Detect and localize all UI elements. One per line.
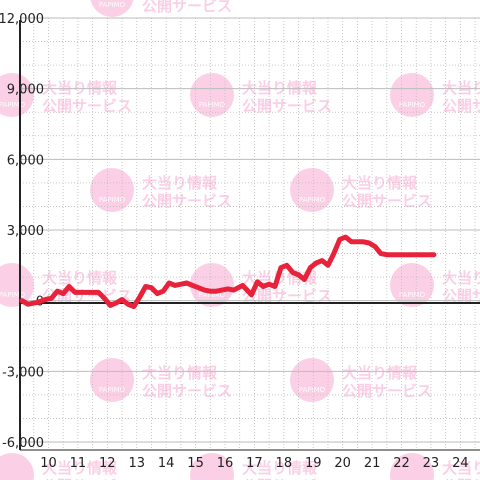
x-tick-label: 15 (187, 456, 204, 471)
watermark-line2: 公開サービス (142, 192, 232, 210)
watermark-line2: 公開サービス (142, 0, 232, 15)
x-tick-label: 14 (158, 456, 175, 471)
watermark-logo-text: PAPIMO (99, 196, 126, 204)
watermark-logo-circle (0, 73, 34, 117)
x-tick-labels: 10 11 12 13 14 15 16 17 18 19 20 21 22 23 24 (40, 456, 468, 471)
watermark-logo-circle (190, 263, 234, 307)
watermark-logo-circle (0, 263, 34, 307)
watermark-logo-text: PAPIMO (99, 386, 126, 394)
x-tick-label: 10 (40, 456, 57, 471)
x-tick-label: 11 (70, 456, 87, 471)
y-tick-label: -3,000 (2, 365, 44, 380)
watermark-line2: 公開サービス (42, 97, 132, 115)
x-tick-label: 20 (334, 456, 351, 471)
watermark-logo-text: PAPIMO (399, 101, 426, 109)
watermark-logo-circle (390, 73, 434, 117)
watermark-logo-circle (290, 168, 334, 212)
x-tick-label: 21 (364, 456, 381, 471)
watermark-line1: 大当り情報 (442, 269, 480, 287)
watermark-logo-circle (90, 0, 134, 17)
watermark-logo-text: PAPIMO (199, 101, 226, 109)
watermark-logo-text: PAPIMO (299, 386, 326, 394)
watermark-line2: 公開サービス (442, 477, 480, 480)
x-tick-label: 12 (99, 456, 116, 471)
watermark-logo-text: PAPIMO (299, 196, 326, 204)
grid-lines (20, 17, 480, 450)
x-tick-label: 17 (246, 456, 263, 471)
series-line (19, 234, 437, 310)
y-tick-label: 9,000 (7, 83, 44, 98)
y-tick-label: 12,000 (0, 12, 44, 27)
watermark-logo-circle (390, 453, 434, 480)
x-tick-label: 13 (128, 456, 145, 471)
watermark-line1: 大当り情報 (342, 364, 418, 382)
watermark-logo-circle (90, 168, 134, 212)
watermark-line1: 大当り情報 (442, 79, 480, 97)
watermark-logo-circle (390, 263, 434, 307)
watermark-line1: 大当り情報 (442, 459, 480, 477)
watermark-logo-text: PAPIMO (0, 101, 26, 109)
watermark-logo-text: PAPIMO (399, 291, 426, 299)
series-layer (19, 234, 437, 310)
x-tick-label: 23 (423, 456, 440, 471)
y-tick-label: 3,000 (7, 224, 44, 239)
x-tick-label: 22 (393, 456, 410, 471)
watermark-logo-circle (190, 453, 234, 480)
axes (19, 20, 480, 451)
watermark-line2: 公開サービス (142, 382, 232, 400)
watermark-line2: 公開サービス (242, 477, 332, 480)
x-tick-label: 18 (276, 456, 293, 471)
watermark-line1: 大当り情報 (42, 269, 118, 287)
watermark-logo-circle (190, 73, 234, 117)
y-tick-label: -6,000 (2, 436, 44, 451)
watermark-line1: 大当り情報 (142, 174, 218, 192)
watermark-line2: 公開サービス (242, 97, 332, 115)
watermark-logo-circle (290, 358, 334, 402)
watermark-line2: 公開サービス (42, 477, 132, 480)
y-tick-label: 6,000 (7, 153, 44, 168)
watermark-line1: 大当り情報 (42, 79, 118, 97)
x-tick-label: 24 (452, 456, 469, 471)
watermark-logo-circle (0, 453, 34, 480)
watermark-line1: 大当り情報 (42, 459, 118, 477)
watermark-line1: 大当り情報 (142, 364, 218, 382)
watermark-line2: 公開サービス (442, 97, 480, 115)
watermark-line1: 大当り情報 (242, 79, 318, 97)
x-tick-label: 19 (305, 456, 322, 471)
watermark-logo-text: PAPIMO (0, 291, 26, 299)
watermark-logo-text: PAPIMO (99, 1, 126, 9)
watermark-logo-circle (90, 358, 134, 402)
x-tick-label: 16 (217, 456, 234, 471)
watermark-line1: 大当り情報 (242, 459, 318, 477)
watermark-logo-text: PAPIMO (199, 291, 226, 299)
